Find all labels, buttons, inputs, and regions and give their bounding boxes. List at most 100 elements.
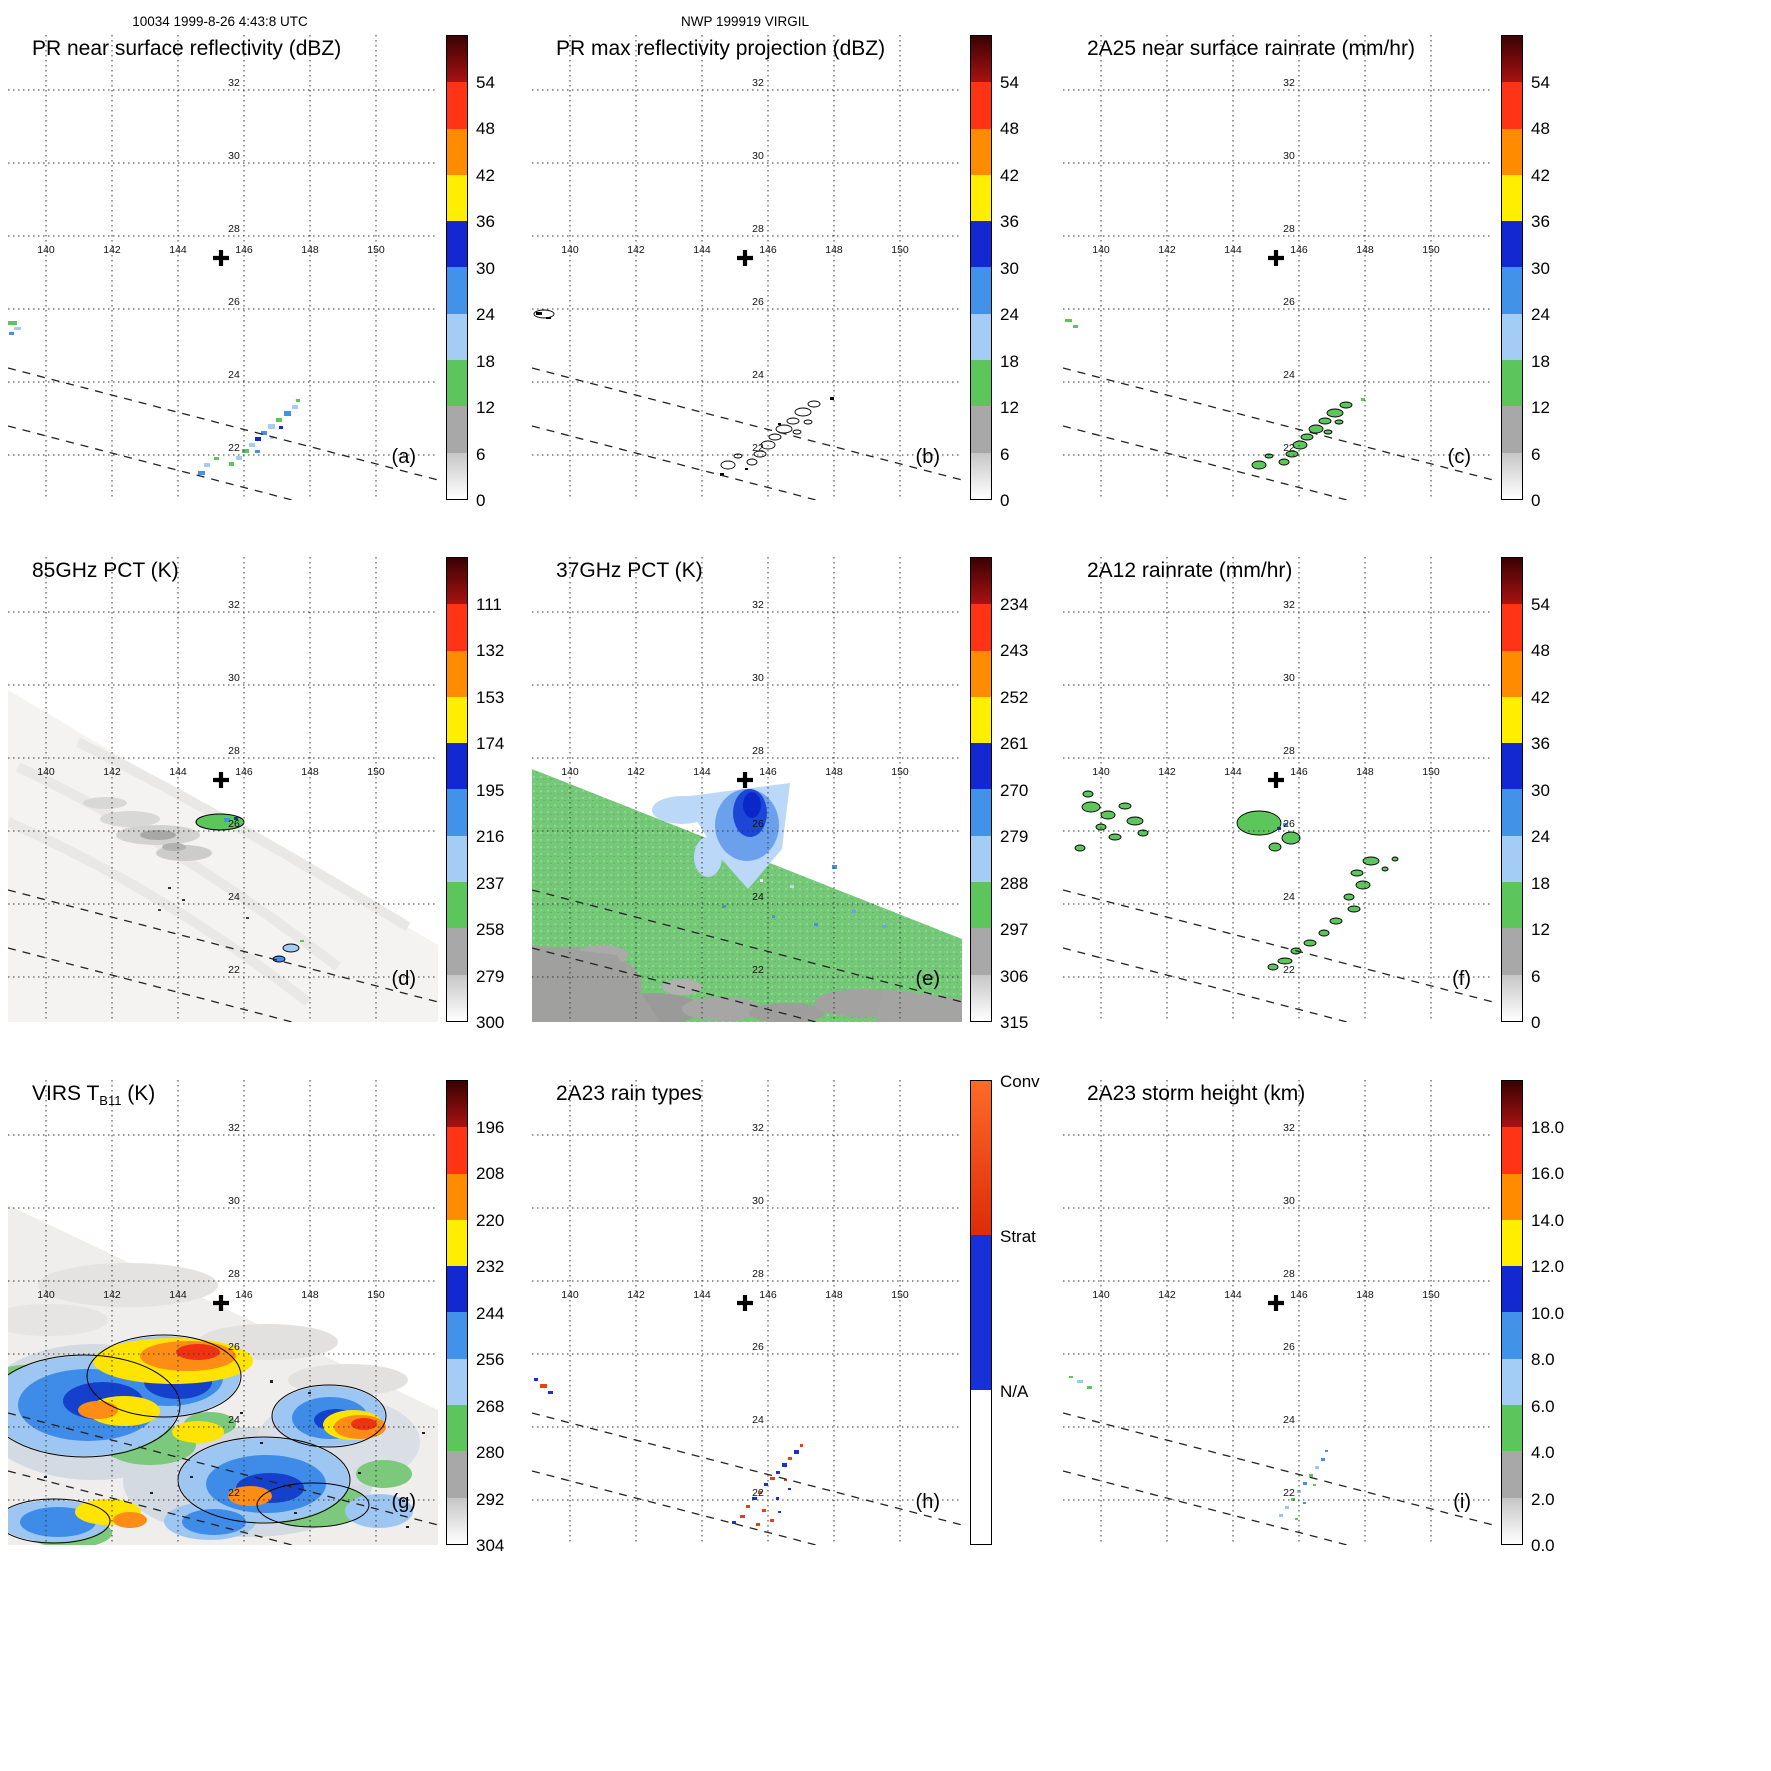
data-speckle	[720, 473, 724, 476]
colorbar-tick-label: 54	[1531, 594, 1550, 614]
colorbar-tick-label: 10.0	[1531, 1303, 1565, 1323]
lat-label: 28	[752, 745, 764, 757]
data-speckle	[229, 462, 234, 466]
cloud-contour	[8, 1498, 111, 1544]
data-speckle	[540, 1384, 547, 1388]
colorbar-segment	[971, 604, 991, 651]
grid-labels: 140 142 144 146 148 150 32 30 28 26 24 22	[37, 599, 385, 976]
lon-label: 150	[1422, 244, 1440, 256]
colorbar-d	[446, 557, 468, 1022]
colorbar-tick-label: 300	[476, 1013, 505, 1032]
data-speckle	[814, 923, 818, 926]
colorbar-segment	[971, 313, 991, 361]
grid-lines	[1063, 35, 1493, 500]
colorbar-tick-label: 234	[1000, 594, 1029, 614]
lon-label: 146	[235, 766, 253, 778]
data-blob-outlined	[1074, 844, 1086, 852]
map-i: 140 142 144 146 148 150 32 30 28 26 24 22 (i)	[1063, 1080, 1493, 1545]
colorbar-labels-c: 54 48 42 36 30 24 18 12 6 0	[1531, 35, 1593, 511]
colorbar-tick-label: 132	[476, 641, 505, 660]
data-blob-outlined	[1343, 893, 1355, 901]
data-speckle	[764, 1483, 768, 1486]
data-speckle	[778, 1511, 781, 1513]
lat-label: 30	[752, 150, 764, 162]
lat-label: 24	[752, 369, 764, 381]
data-blob-outlined	[1081, 801, 1101, 813]
colorbar-category-label: N/A	[1000, 1381, 1029, 1401]
lat-label: 26	[752, 296, 764, 308]
panel-letter: (h)	[916, 1491, 940, 1513]
lat-label: 30	[752, 1195, 764, 1207]
data-blob-outlined	[733, 453, 743, 459]
lon-label: 140	[37, 244, 55, 256]
panel-letter: (f)	[1452, 968, 1471, 990]
data-blob	[652, 796, 712, 824]
data-blob	[694, 837, 722, 877]
data-blob	[8, 1304, 108, 1336]
colorbar-tick-label: 12	[476, 398, 495, 417]
colorbar-tick-label: 6.0	[1531, 1396, 1555, 1416]
lat-label: 32	[1283, 1122, 1295, 1134]
data-speckle	[1285, 1506, 1289, 1509]
colorbar-segment	[1502, 128, 1522, 175]
lon-label: 146	[235, 244, 253, 256]
grid-lines	[8, 557, 438, 1022]
cloud-contour	[256, 1482, 370, 1528]
data-speckle	[1321, 1458, 1325, 1461]
data-blob-outlined	[1292, 440, 1308, 450]
lat-label: 32	[1283, 599, 1295, 611]
lon-label: 142	[103, 244, 121, 256]
lat-label: 28	[228, 1268, 240, 1280]
map-data-layer	[534, 1378, 803, 1526]
lon-label: 146	[1290, 244, 1308, 256]
colorbar-tick-label: 0.0	[1531, 1536, 1555, 1555]
colorbar-tick-label: 54	[1000, 72, 1019, 92]
data-speckle	[150, 1492, 153, 1494]
storm-center-plus-marker	[213, 1295, 229, 1311]
colorbar-tick-label: 297	[1000, 920, 1029, 939]
colorbar-segment	[1502, 82, 1522, 129]
colorbar-segment	[971, 928, 991, 975]
data-blob-outlined	[1381, 866, 1389, 872]
lon-label: 150	[891, 766, 909, 778]
lon-label: 142	[1158, 1289, 1176, 1301]
data-speckle	[234, 817, 238, 820]
colorbar-segment	[1502, 1312, 1522, 1359]
data-speckle	[722, 905, 726, 908]
colorbar-tick-label: 14.0	[1531, 1210, 1565, 1230]
lat-label: 32	[228, 77, 240, 89]
data-blob-outlined	[1137, 829, 1149, 837]
lat-label: 26	[228, 1341, 240, 1353]
data-speckle	[190, 1476, 193, 1478]
grid-labels: 140 142 144 146 148 150 32 30 28 26 24 22	[37, 1122, 385, 1499]
colorbar-tick-label: 256	[476, 1350, 505, 1369]
data-speckle	[300, 940, 304, 942]
colorbar-segment	[1502, 313, 1522, 361]
lat-label: 32	[228, 1122, 240, 1134]
grid-labels: 140 142 144 146 148 150 32 30 28 26 24 22	[561, 599, 909, 976]
data-speckle	[294, 1512, 297, 1514]
lat-label: 22	[228, 442, 240, 454]
data-speckle	[776, 1497, 779, 1500]
panel-letter: (e)	[916, 968, 940, 990]
map-g: 140 142 144 146 148 150 32 30 28 26 24 22 (g)	[8, 1080, 438, 1545]
colorbar-tick-label: 48	[476, 119, 495, 138]
colorbar-segment	[1502, 558, 1522, 605]
colorbar-tick-label: 24	[1531, 305, 1550, 324]
data-speckle	[204, 463, 210, 467]
panel-title-text: PR max reflectivity projection (dBZ)	[556, 37, 886, 60]
colorbar-tick-label: 24	[1531, 827, 1550, 846]
data-speckle	[794, 1450, 799, 1454]
colorbar-segment	[971, 882, 991, 929]
panel-a: PR near surface reflectivity (dBZ) 140 142…	[8, 13, 538, 525]
data-speckle	[776, 1471, 780, 1474]
panel-letter: (i)	[1453, 1491, 1471, 1513]
colorbar-segment	[971, 82, 991, 129]
colorbar-category-label: Conv	[1000, 1072, 1040, 1091]
lon-label: 140	[561, 766, 579, 778]
lon-label: 146	[1290, 766, 1308, 778]
panel-e: 37GHz PCT (K) 140 142 144 146 148 150 32 30 28 26 2…	[532, 535, 1062, 1047]
colorbar-segment	[447, 267, 467, 314]
colorbar-segment	[447, 1497, 467, 1544]
lon-label: 140	[561, 1289, 579, 1301]
